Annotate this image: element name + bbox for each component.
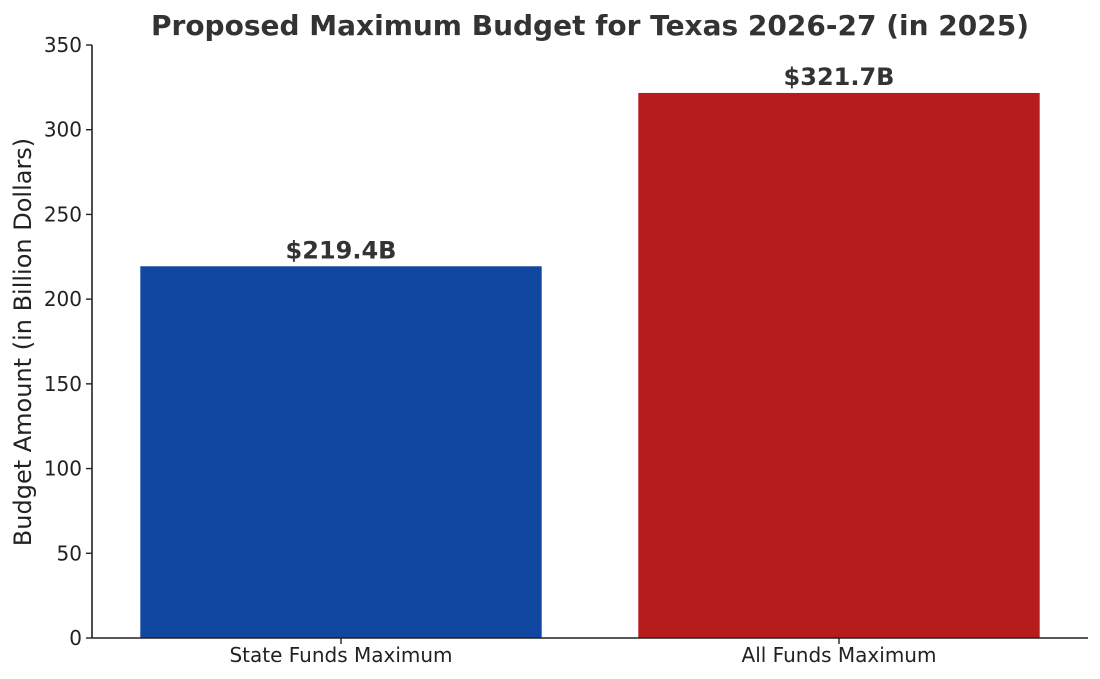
y-tick-label: 0 (69, 626, 82, 650)
x-axis-ticks: State Funds Maximum All Funds Maximum (229, 638, 936, 667)
y-tick-label: 250 (44, 202, 82, 226)
bars-group: $219.4B $321.7B (140, 63, 1040, 638)
bar (140, 266, 542, 638)
y-axis-ticks: 0 50 100 150 200 250 300 350 (44, 33, 92, 650)
x-tick-label: State Funds Maximum (229, 643, 452, 667)
y-tick-label: 200 (44, 287, 82, 311)
bar (638, 92, 1040, 638)
y-axis-label: Budget Amount (in Billion Dollars) (9, 138, 37, 546)
y-tick-label: 50 (57, 541, 82, 565)
bar-data-label: $219.4B (286, 236, 397, 264)
y-tick-label: 150 (44, 372, 82, 396)
y-tick-label: 350 (44, 33, 82, 57)
x-tick-label: All Funds Maximum (742, 643, 937, 667)
y-tick-label: 300 (44, 118, 82, 142)
y-tick-label: 100 (44, 457, 82, 481)
chart-title: Proposed Maximum Budget for Texas 2026-2… (151, 9, 1029, 42)
bar-data-label: $321.7B (784, 63, 895, 91)
